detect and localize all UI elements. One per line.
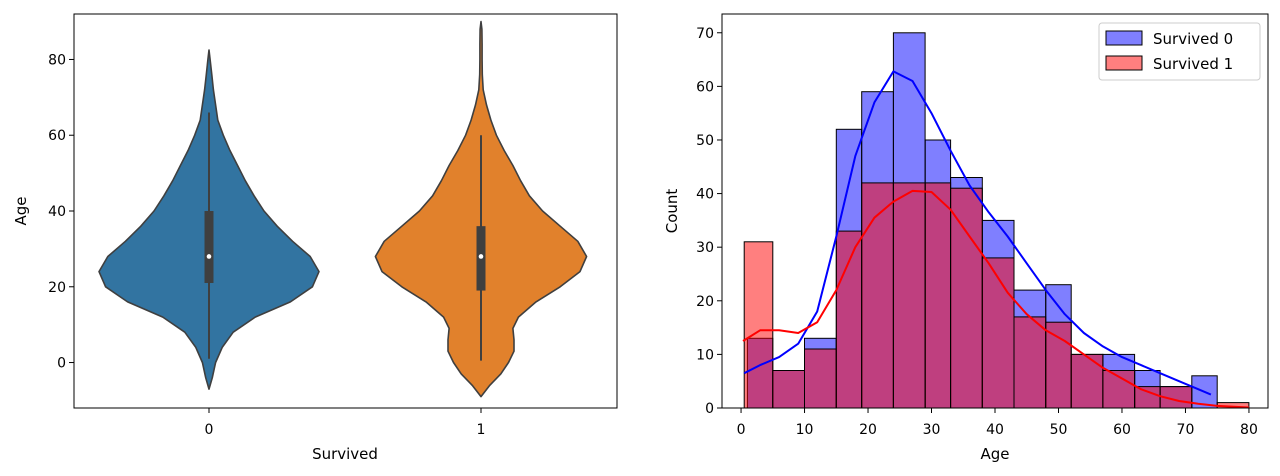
violin-y-tick-label: 0 [57,356,66,372]
kde-line-survived-0 [743,70,1212,396]
histogram-x-axis-label: Age [980,445,1009,463]
violin-x-tick-label: 0 [205,422,214,438]
histogram-x-tick-label: 0 [737,422,746,438]
histogram-x-tick-label: 50 [1050,422,1068,438]
violin-iqr-box-0 [204,211,214,283]
violin-y-tick-label: 80 [48,52,66,68]
violin-median-dot-0 [206,254,212,259]
histogram-y-tick-label: 50 [696,133,714,149]
histogram-bar-survived-1 [861,182,894,408]
legend-label-survived-1: Survived 1 [1153,55,1233,73]
violin-y-ticks: 0 20 40 60 80 [48,52,74,372]
histogram-x-tick-label: 30 [923,422,941,438]
histogram-y-tick-label: 10 [696,347,714,363]
histogram-bar-survived-1 [1134,386,1161,408]
histogram-x-tick-label: 70 [1177,422,1195,438]
histogram-y-axis-label: Count [663,189,681,234]
histogram-y-tick-label: 60 [696,79,714,95]
histogram-x-tick-label: 20 [859,422,877,438]
histogram-bar-survived-1 [1045,321,1072,408]
histogram-bar-survived-1 [1070,353,1104,408]
histogram-bar-survived-1 [924,182,952,408]
legend-swatch-survived-1 [1105,55,1143,71]
violin-y-tick-label: 60 [48,128,66,144]
violin-median-dot-1 [478,254,484,259]
histogram-x-tick-label: 60 [1113,422,1131,438]
histogram-bar-survived-1 [743,241,774,408]
violin-bodies [98,20,588,398]
kde-curves [742,70,1250,408]
violin-y-tick-label: 20 [48,280,66,296]
histogram-x-ticks: 0 10 20 30 40 50 60 70 80 [737,408,1258,438]
histogram-y-tick-label: 30 [696,240,714,256]
violin-y-tick-label: 40 [48,204,66,220]
histogram-bar-survived-1 [892,182,926,408]
violin-x-tick-label: 1 [477,422,486,438]
kde-line-survived-1 [742,189,1250,408]
histogram-bar-survived-1 [804,348,837,408]
histogram-y-tick-label: 20 [696,294,714,310]
violin-inner-boxes [204,112,486,361]
violin-x-axis-label: Survived [312,445,378,463]
histogram-x-tick-label: 40 [986,422,1004,438]
violin-y-axis-label: Age [12,196,30,225]
histogram-y-tick-label: 0 [705,401,714,417]
histogram-bar-survived-1 [950,187,983,408]
histogram-x-tick-label: 10 [796,422,814,438]
histogram-y-ticks: 0 10 20 30 40 50 60 70 [696,26,722,417]
histogram-x-tick-label: 80 [1240,422,1258,438]
histogram-bar-survived-1 [835,230,863,408]
histogram-bar-survived-1 [1013,316,1047,408]
histogram-y-tick-label: 70 [696,26,714,42]
histogram-bar-survived-1 [772,370,805,408]
legend-swatch-survived-0 [1105,30,1143,46]
legend: Survived 0 Survived 1 [1098,22,1261,81]
legend-label-survived-0: Survived 0 [1153,30,1233,48]
histogram-bar-survived-1 [981,257,1015,408]
histogram-y-tick-label: 40 [696,187,714,203]
histogram-bars-survived-1 [743,182,1250,408]
histogram-panel: 0 10 20 30 40 50 60 70 0 10 20 30 40 50 60 70 80 Age Co… [663,13,1269,463]
